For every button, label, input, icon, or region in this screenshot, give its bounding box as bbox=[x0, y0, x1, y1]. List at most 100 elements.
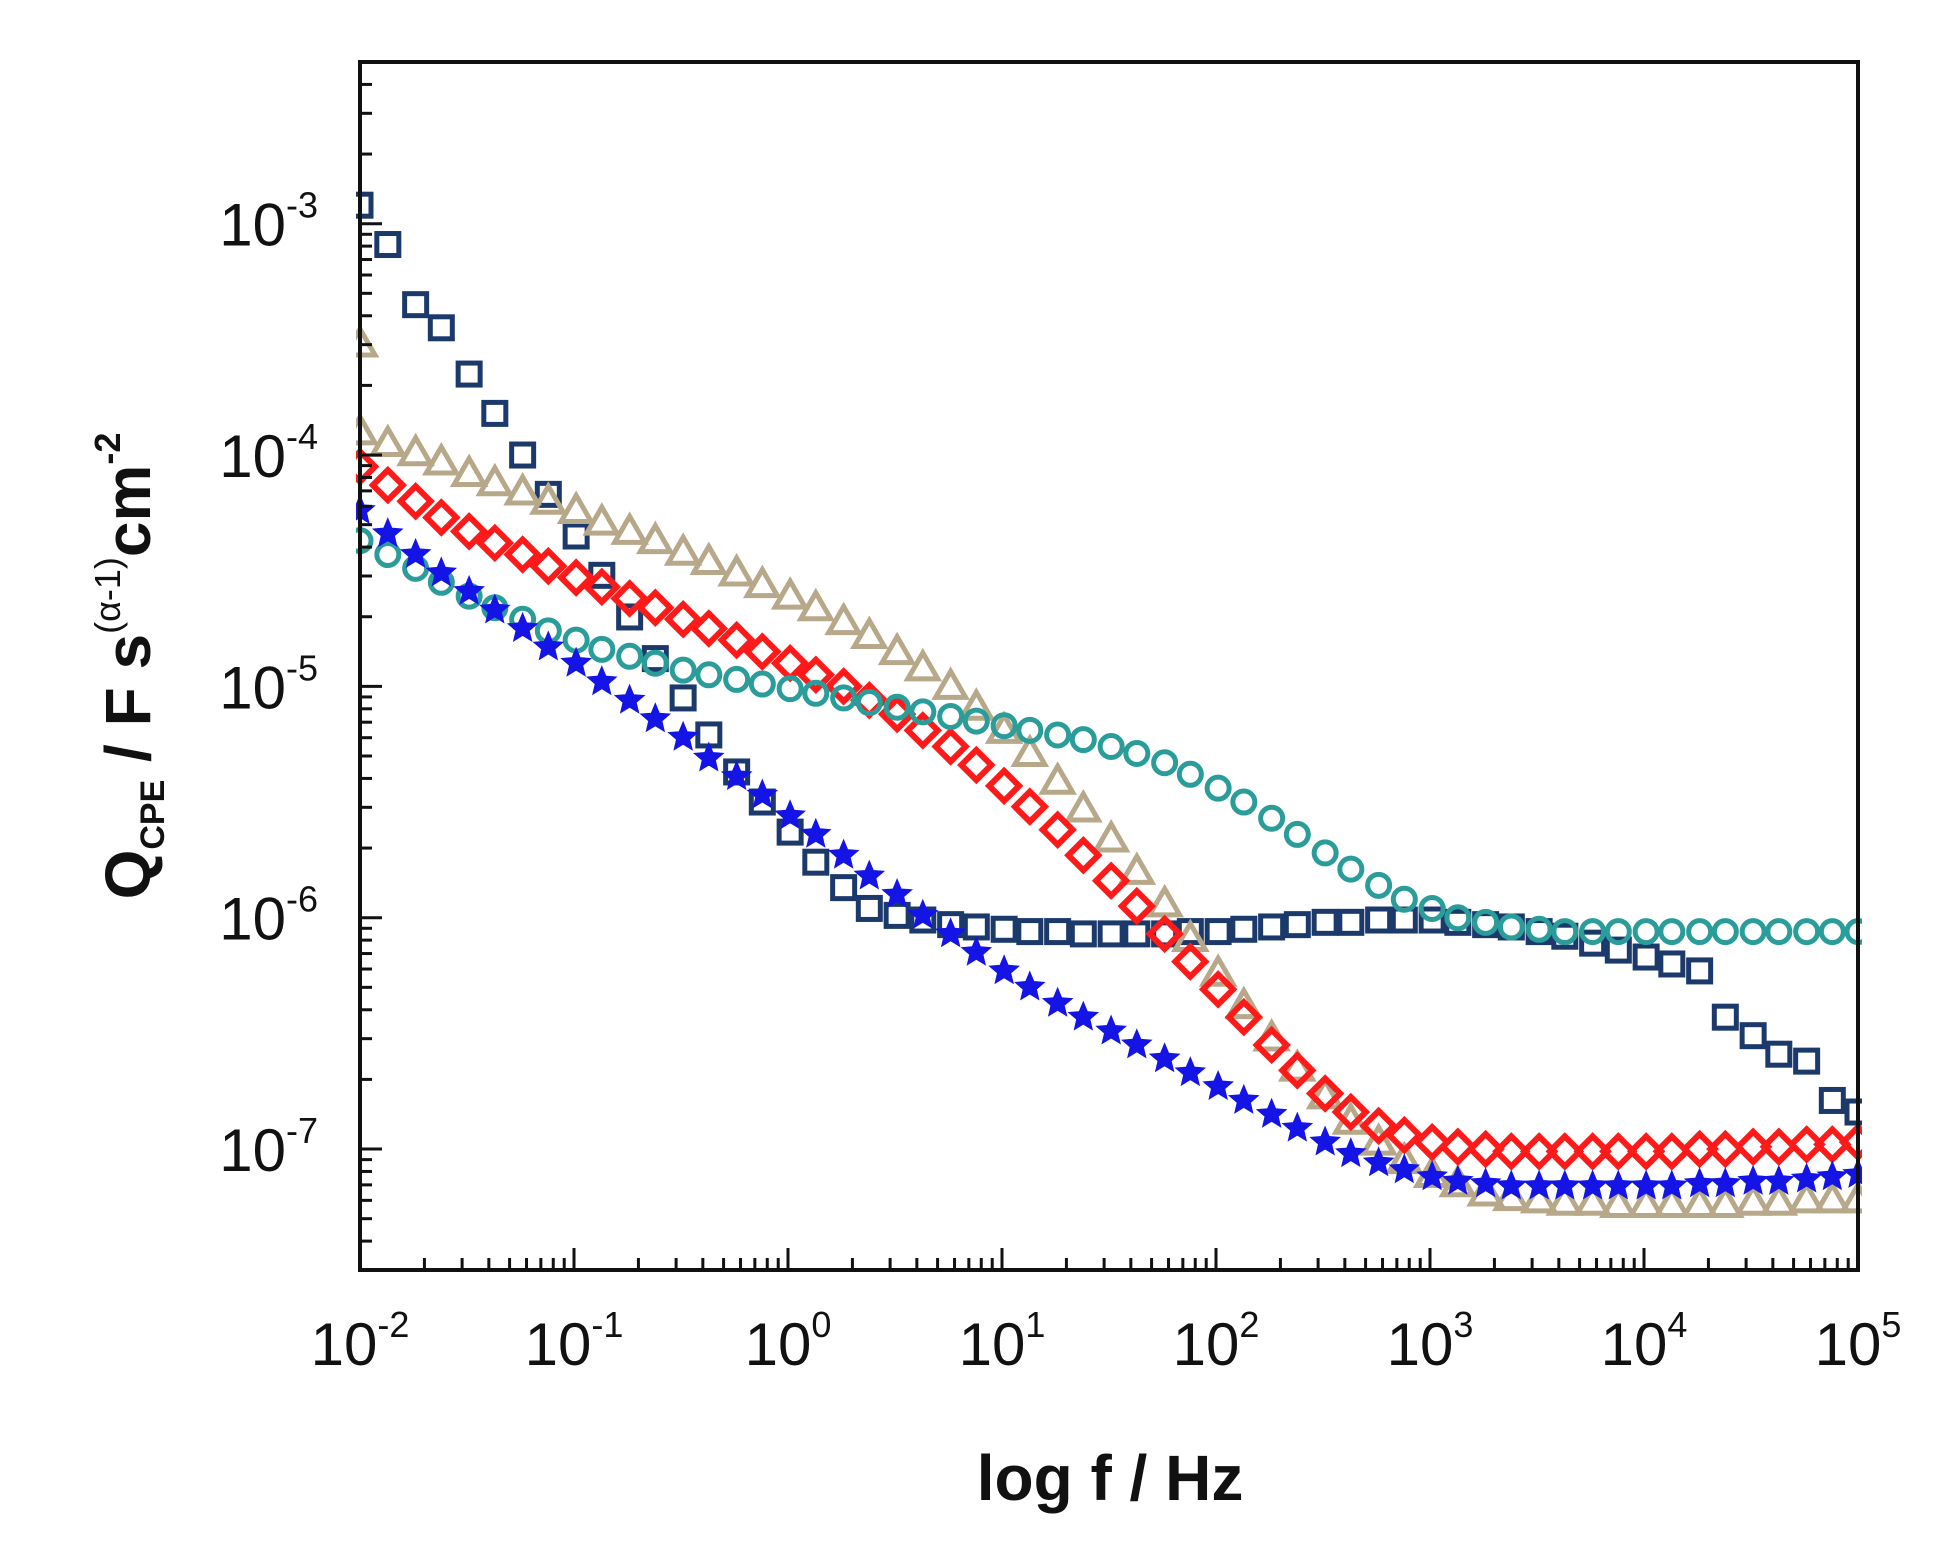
data-point bbox=[667, 720, 700, 751]
y-title-q-sub: CPE bbox=[134, 780, 172, 850]
data-point bbox=[1176, 760, 1204, 788]
data-point bbox=[1412, 1122, 1452, 1162]
data-point bbox=[1709, 1167, 1742, 1198]
series-diamond bbox=[356, 447, 1862, 1171]
data-point bbox=[635, 520, 675, 555]
y-title-cm-exponent: -2 bbox=[87, 433, 128, 465]
data-point bbox=[883, 693, 911, 721]
y-title-cm: cm bbox=[92, 465, 164, 558]
data-point bbox=[1793, 918, 1821, 946]
data-point bbox=[1281, 1111, 1314, 1142]
data-point bbox=[1787, 1179, 1826, 1214]
data-point bbox=[984, 710, 1024, 744]
data-point bbox=[636, 588, 675, 627]
data-point bbox=[1444, 904, 1472, 932]
data-point bbox=[1790, 1162, 1823, 1193]
x-tick-label: 101 bbox=[959, 1304, 1046, 1378]
data-point bbox=[1365, 906, 1393, 934]
data-point bbox=[1359, 1106, 1398, 1146]
data-point bbox=[1680, 1184, 1719, 1219]
data-point bbox=[1652, 1132, 1692, 1171]
data-point bbox=[742, 564, 782, 599]
data-point bbox=[960, 935, 993, 966]
data-point bbox=[693, 741, 725, 772]
x-tick-label: 10-1 bbox=[525, 1304, 624, 1378]
x-tick-label: 103 bbox=[1387, 1304, 1474, 1378]
data-point bbox=[1362, 1146, 1395, 1177]
data-point bbox=[962, 707, 990, 735]
data-point bbox=[1658, 918, 1686, 946]
data-point bbox=[1472, 908, 1500, 936]
data-point bbox=[1549, 1169, 1581, 1200]
y-tick-label: 10-7 bbox=[219, 1110, 318, 1184]
data-point bbox=[396, 432, 435, 467]
data-point bbox=[1067, 1000, 1100, 1031]
data-point bbox=[1337, 908, 1365, 936]
data-point bbox=[1198, 970, 1238, 1009]
data-point bbox=[1604, 936, 1632, 964]
data-point bbox=[1680, 1129, 1719, 1169]
data-point bbox=[1573, 1132, 1612, 1171]
data-point bbox=[1492, 1132, 1531, 1171]
data-point bbox=[1228, 1083, 1260, 1114]
data-point bbox=[1438, 1127, 1478, 1166]
data-point bbox=[937, 702, 965, 730]
data-point bbox=[1010, 733, 1050, 767]
data-point bbox=[481, 399, 509, 427]
data-point bbox=[1658, 950, 1686, 978]
data-point bbox=[1041, 986, 1074, 1017]
data-point bbox=[1224, 997, 1264, 1037]
data-point bbox=[1258, 804, 1286, 832]
data-point bbox=[1044, 918, 1072, 946]
data-point bbox=[503, 535, 542, 574]
data-point bbox=[746, 778, 779, 809]
data-point bbox=[1145, 883, 1184, 918]
data-point bbox=[931, 727, 970, 766]
data-point bbox=[990, 712, 1018, 740]
data-point bbox=[639, 702, 672, 733]
tick-exponent: -5 bbox=[286, 647, 318, 688]
data-point bbox=[1311, 839, 1339, 867]
data-point bbox=[528, 481, 568, 515]
data-point bbox=[427, 314, 455, 342]
data-point bbox=[1117, 851, 1157, 885]
data-point bbox=[479, 593, 511, 624]
y-tick-label: 10-4 bbox=[219, 416, 318, 490]
data-point bbox=[1148, 1042, 1181, 1073]
data-point bbox=[399, 537, 432, 568]
data-point bbox=[1198, 953, 1238, 987]
data-point bbox=[689, 541, 729, 575]
data-point bbox=[1010, 787, 1050, 826]
tick-base: 10 bbox=[219, 886, 286, 953]
data-point bbox=[1091, 819, 1131, 853]
series-star bbox=[356, 493, 1862, 1200]
data-point bbox=[824, 601, 863, 636]
series-triangle bbox=[356, 323, 1862, 1219]
data-point bbox=[1573, 1182, 1612, 1216]
data-point bbox=[669, 656, 697, 684]
data-point bbox=[855, 689, 883, 717]
data-point bbox=[717, 620, 756, 660]
data-point bbox=[1016, 716, 1044, 744]
data-point bbox=[610, 579, 649, 618]
data-point bbox=[1311, 908, 1339, 936]
data-point bbox=[503, 472, 542, 506]
tick-exponent: -3 bbox=[286, 185, 318, 226]
tick-exponent: -6 bbox=[286, 879, 318, 920]
data-point bbox=[562, 522, 590, 550]
data-point bbox=[1525, 915, 1553, 943]
data-point bbox=[1551, 918, 1579, 946]
tick-base: 10 bbox=[1601, 1311, 1668, 1378]
data-point bbox=[1309, 1125, 1342, 1156]
data-point bbox=[586, 665, 618, 696]
y-axis-ticks bbox=[360, 60, 382, 1272]
tick-base: 10 bbox=[1173, 1311, 1240, 1378]
data-point bbox=[1204, 918, 1232, 946]
data-point bbox=[1599, 1132, 1638, 1171]
data-point bbox=[1064, 836, 1103, 875]
data-point bbox=[855, 894, 883, 922]
data-point bbox=[556, 558, 596, 597]
data-point bbox=[1331, 1092, 1371, 1132]
y-axis-title: QCPE / F s(α-1)cm-2 bbox=[87, 433, 172, 900]
